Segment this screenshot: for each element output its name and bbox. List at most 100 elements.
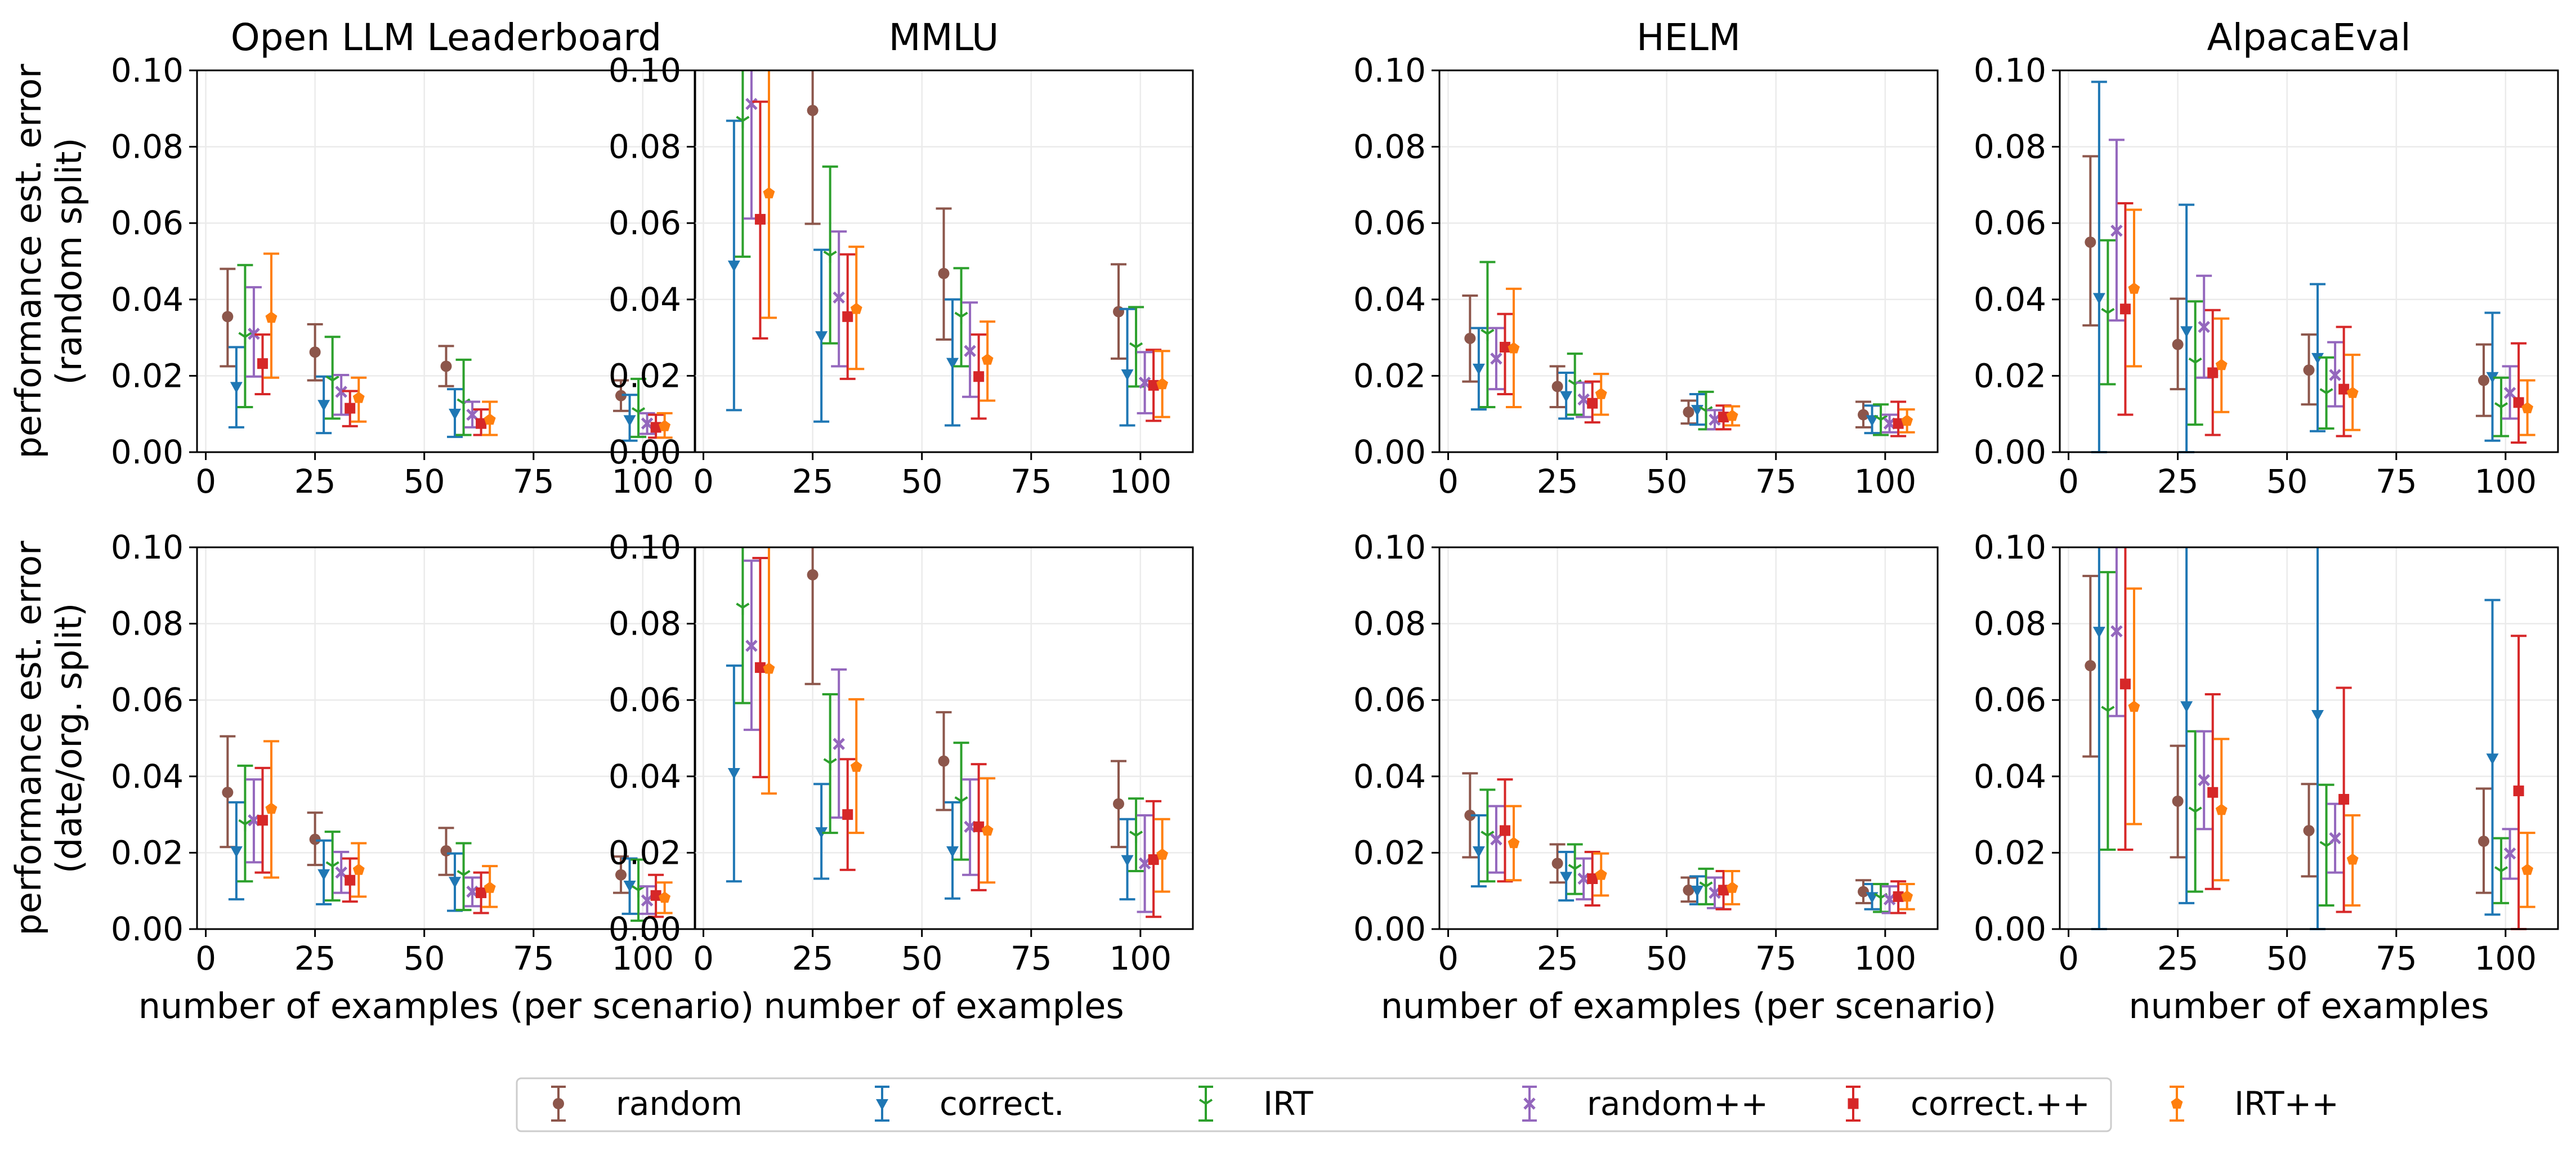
x-tick-label: 75 bbox=[1755, 462, 1797, 501]
y-tick-label: 0.06 bbox=[1353, 204, 1426, 242]
data-point bbox=[440, 360, 452, 372]
data-point-stroke-b bbox=[2110, 625, 2123, 637]
data-point bbox=[2521, 402, 2534, 413]
x-tick-label: 50 bbox=[404, 462, 445, 501]
data-point bbox=[2207, 367, 2219, 378]
data-point bbox=[850, 302, 862, 314]
series-irt bbox=[735, 70, 1144, 388]
data-point-stroke-c bbox=[960, 796, 968, 802]
data-point bbox=[659, 419, 671, 431]
data-point bbox=[623, 881, 636, 892]
data-point bbox=[736, 115, 750, 128]
data-point bbox=[1508, 837, 1520, 849]
x-tick-label: 75 bbox=[1010, 939, 1052, 978]
data-point bbox=[230, 382, 243, 394]
data-point bbox=[2119, 679, 2131, 690]
data-point bbox=[1481, 831, 1495, 843]
data-point-stroke-c bbox=[829, 758, 837, 764]
axes-frame bbox=[694, 546, 1194, 930]
data-point bbox=[1113, 306, 1125, 318]
y-tick-label: 0.10 bbox=[1974, 528, 2046, 566]
data-point bbox=[2110, 625, 2123, 637]
data-point bbox=[632, 407, 646, 419]
x-tick-label: 50 bbox=[1646, 939, 1688, 978]
data-point bbox=[2513, 397, 2524, 408]
y-tick-label: 0.04 bbox=[609, 280, 681, 319]
x-axis-label: number of examples (per scenario) bbox=[1381, 985, 1997, 1026]
data-point-stroke-b bbox=[823, 758, 831, 764]
data-point-stroke-b bbox=[1577, 393, 1590, 406]
data-point-stroke-c bbox=[2325, 388, 2333, 394]
x-tick-label: 75 bbox=[513, 939, 554, 978]
data-point-stroke-c bbox=[2107, 307, 2115, 314]
data-point bbox=[1560, 391, 1573, 403]
data-point bbox=[1858, 409, 1870, 421]
data-point bbox=[457, 870, 471, 882]
data-point-stroke-c bbox=[1574, 864, 1582, 870]
data-point bbox=[1156, 848, 1169, 860]
data-point bbox=[938, 755, 950, 767]
x-tick-label: 25 bbox=[294, 939, 336, 978]
data-point-stroke-b bbox=[964, 345, 976, 358]
data-point bbox=[309, 346, 321, 358]
y-tick-label: 0.06 bbox=[1353, 681, 1426, 719]
x-tick-label: 0 bbox=[2058, 939, 2079, 978]
data-point bbox=[1113, 798, 1125, 810]
legend-marker-stroke-c bbox=[1205, 1099, 1213, 1105]
data bbox=[220, 735, 673, 922]
y-tick-label: 0.04 bbox=[1974, 757, 2046, 796]
panel-3: 0 25 50 75 100 0.00 0.02 0.04 0.06 0.08 0.10 HELM bbox=[1353, 16, 1939, 501]
data-point bbox=[615, 390, 627, 401]
legend-item-irt-: IRT++ bbox=[2170, 1084, 2339, 1123]
legend-box bbox=[516, 1077, 2112, 1132]
x-tick-label: 25 bbox=[1537, 939, 1578, 978]
data-point bbox=[2110, 224, 2123, 237]
data-point-stroke-b bbox=[2110, 224, 2123, 237]
y-tick-label: 0.02 bbox=[1974, 833, 2046, 872]
data-point-stroke-b bbox=[641, 417, 654, 430]
data-point bbox=[1121, 369, 1134, 381]
x-tick-label: 100 bbox=[2474, 462, 2537, 501]
data-point bbox=[449, 408, 462, 420]
data-point bbox=[641, 417, 654, 430]
legend-marker bbox=[876, 1099, 888, 1110]
series-random- bbox=[2108, 547, 2518, 880]
y-axis-label-line: performance est. error bbox=[8, 64, 49, 459]
data-point bbox=[1508, 342, 1520, 354]
y-tick-label: 0.06 bbox=[111, 204, 184, 242]
x-tick-label: 0 bbox=[195, 939, 216, 978]
legend-item-random-: random++ bbox=[1522, 1084, 1768, 1123]
data-point bbox=[352, 863, 365, 875]
data-point-stroke-c bbox=[332, 861, 339, 867]
data-point bbox=[833, 738, 845, 750]
axes-frame bbox=[1438, 69, 1939, 453]
series-correct- bbox=[1497, 313, 1907, 438]
legend-marker bbox=[2171, 1097, 2183, 1109]
data-point-stroke-b bbox=[2494, 402, 2502, 408]
data bbox=[726, 70, 1170, 427]
data-point bbox=[2198, 774, 2210, 787]
series-random bbox=[2082, 155, 2492, 417]
data-point bbox=[1893, 418, 1904, 429]
series-irt- bbox=[263, 740, 673, 914]
data-point bbox=[2311, 352, 2324, 364]
data-point-stroke-b bbox=[823, 251, 831, 257]
x-tick-label: 0 bbox=[693, 939, 714, 978]
series-random bbox=[2082, 574, 2492, 894]
x-tick-label: 0 bbox=[1438, 462, 1459, 501]
data-point bbox=[1901, 414, 1913, 426]
data-point-stroke-b bbox=[2329, 369, 2341, 381]
y-tick-label: 0.08 bbox=[609, 605, 681, 643]
data-point-stroke-b bbox=[466, 885, 478, 898]
data-point bbox=[850, 760, 862, 772]
x-tick-label: 100 bbox=[611, 939, 674, 978]
y-tick-label: 0.08 bbox=[111, 128, 184, 166]
data-point-stroke-b bbox=[2198, 774, 2210, 787]
